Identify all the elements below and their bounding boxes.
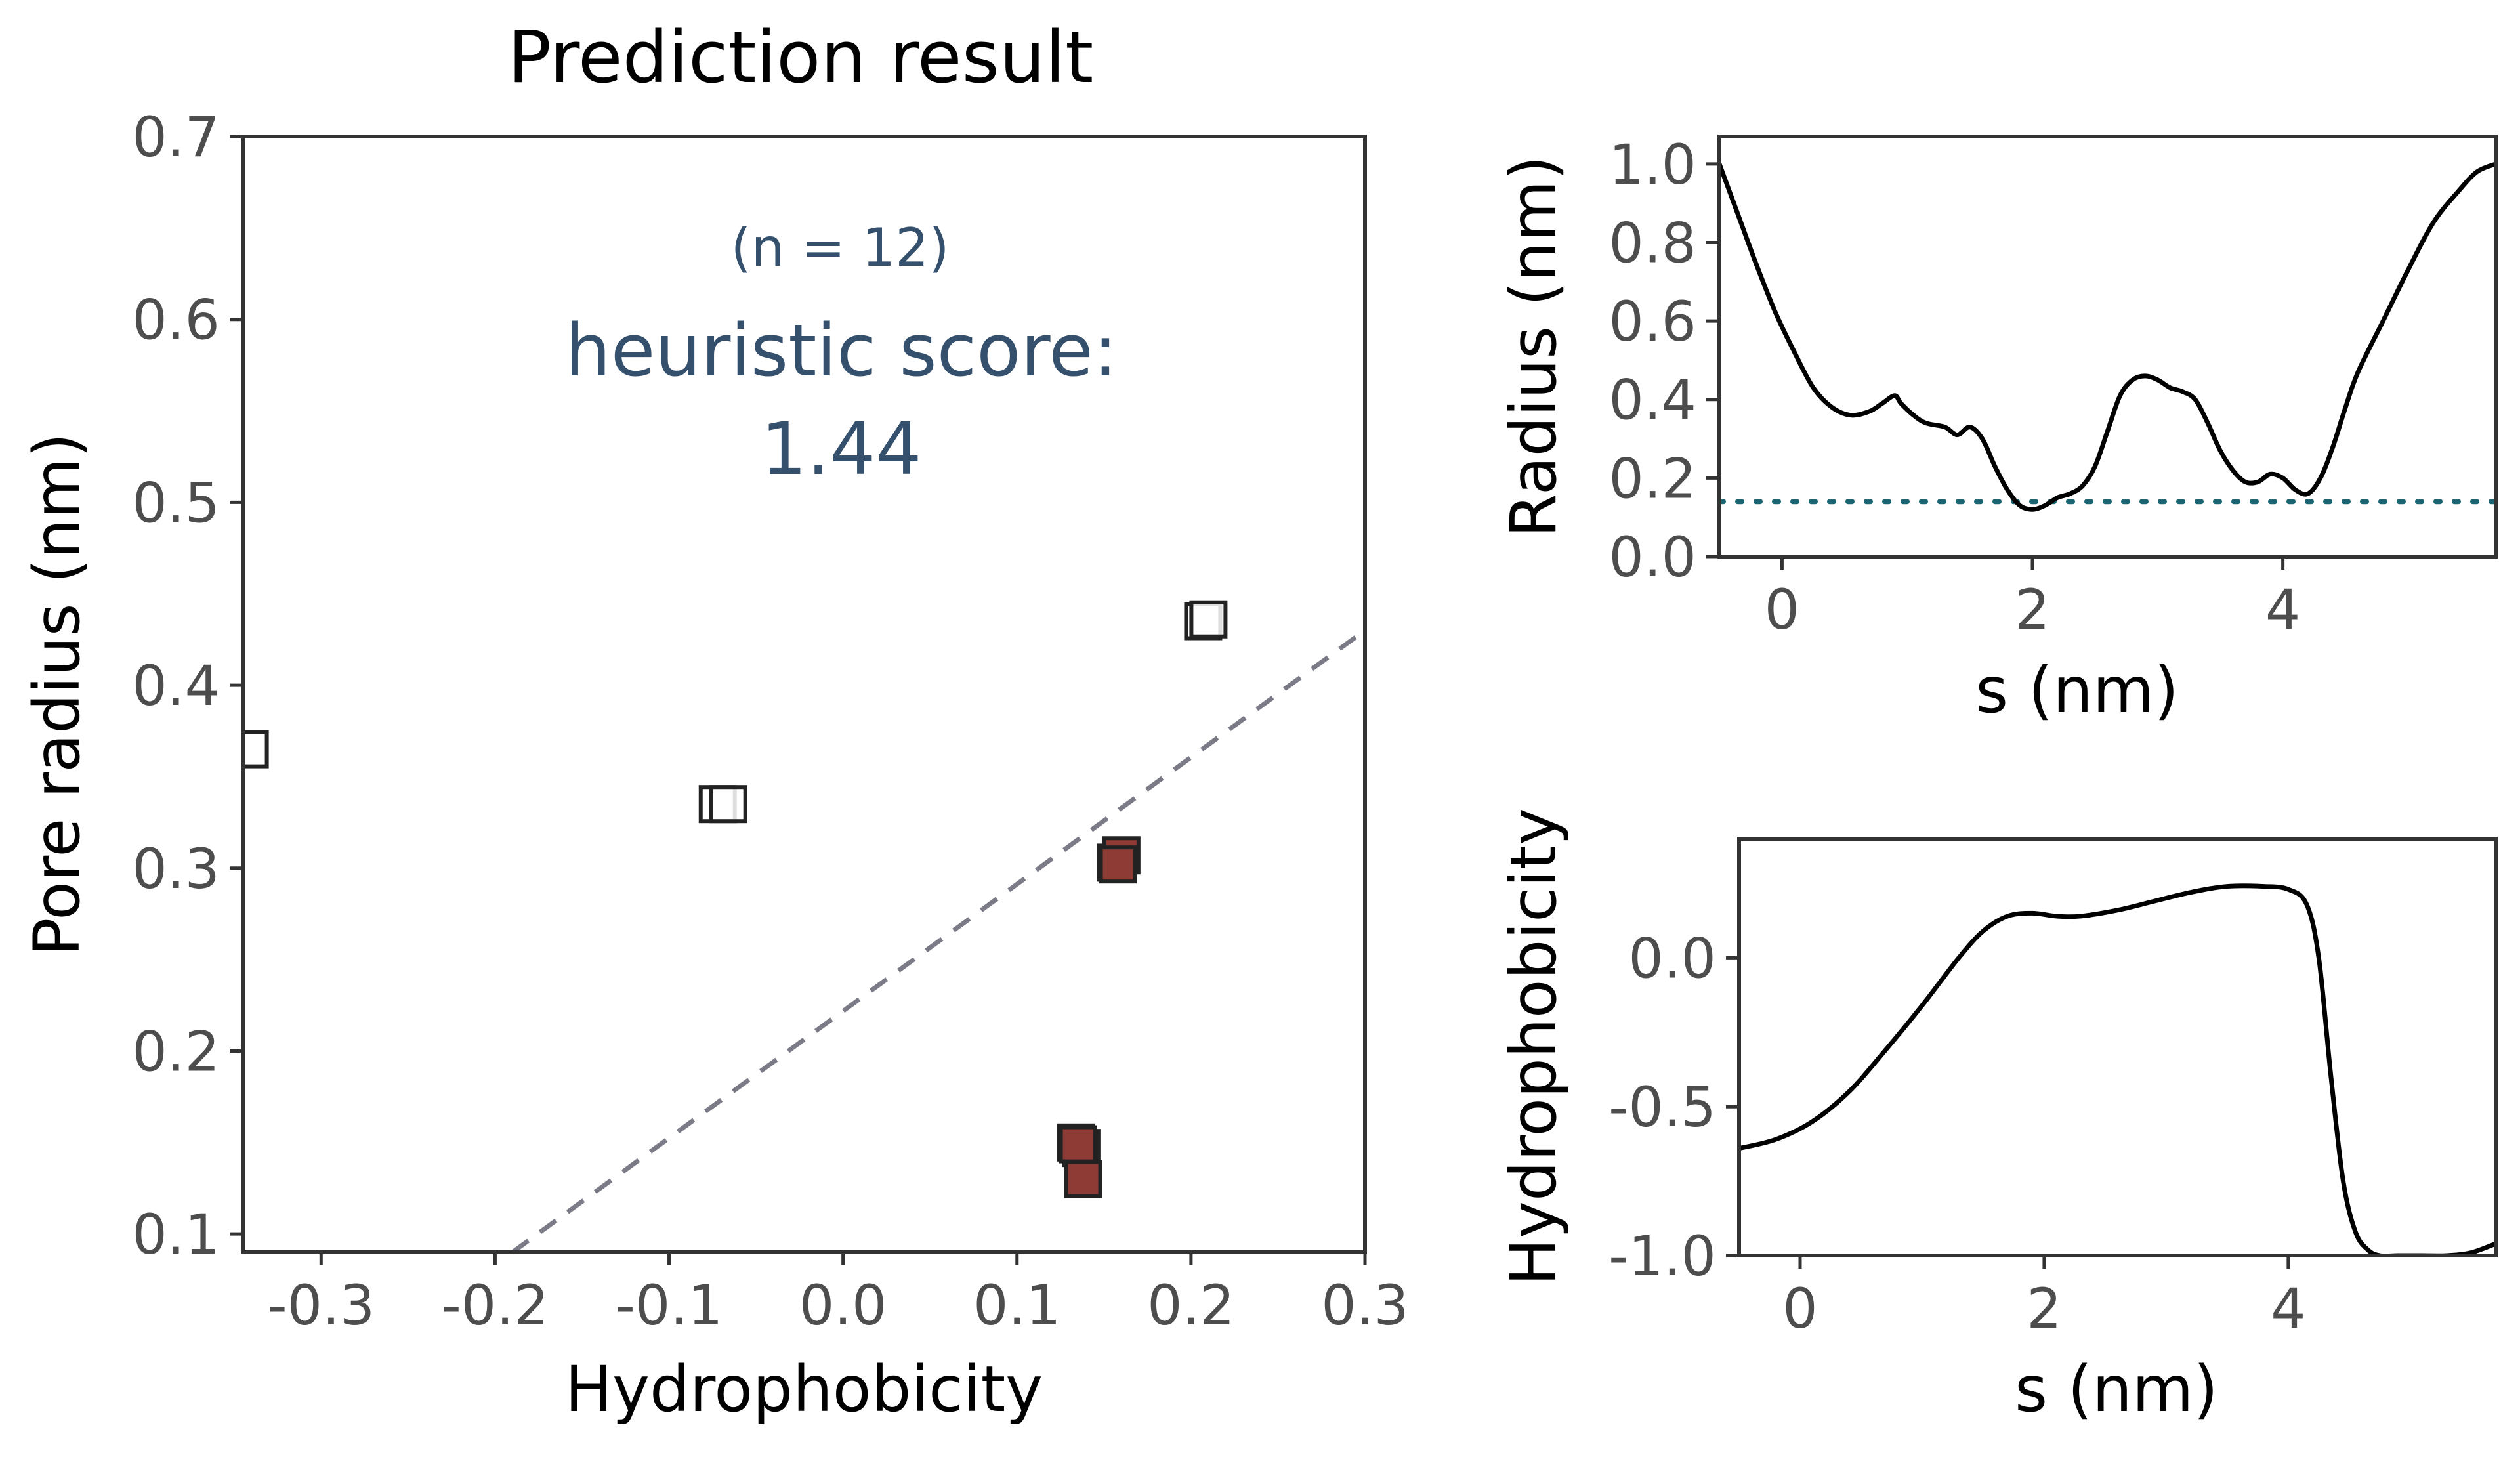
filled-square-point [1059,1125,1097,1164]
hydrophobicity-x-axis-label: s (nm) [2015,1353,2218,1426]
radius-y-tick-label: 0.2 [1608,446,1696,511]
heuristic-score-value: 1.44 [761,407,922,491]
hydrophobicity-x-tick-label: 0 [1782,1277,1817,1341]
scatter-y-tick-label: 0.3 [132,837,220,901]
sample-count-label: (n = 12) [731,217,950,278]
radius-x-tick-label: 2 [2015,578,2049,642]
hydrophobicity-x-tick-label: 4 [2271,1277,2305,1341]
radius-x-tick-label: 4 [2265,578,2300,642]
radius-x-axis-label: s (nm) [1975,654,2179,727]
hydrophobicity-y-axis-label: Hydrophobicity [1497,808,1570,1286]
hydrophobicity-frame [1737,837,2498,1257]
scatter-x-tick-label: 0.3 [1321,1273,1409,1338]
scatter-y-tick-label: 0.6 [132,288,220,352]
hydrophobicity-y-tick-label: 0.0 [1628,926,1716,990]
scatter-y-tick-label: 0.7 [132,105,220,169]
scatter-x-tick-label: -0.3 [267,1273,375,1338]
hydrophobicity-x-tick-label: 2 [2026,1277,2061,1341]
x-axis-label: Hydrophobicity [565,1353,1043,1426]
chart-title: Prediction result [508,15,1094,99]
heuristic-score-label: heuristic score: [565,308,1118,392]
scatter-x-tick-label: 0.0 [799,1273,887,1338]
radius-y-tick-label: 1.0 [1608,133,1696,197]
scatter-x-tick-label: -0.1 [616,1273,723,1338]
open-square-point [243,730,269,769]
scatter-x-tick-label: 0.2 [1147,1273,1235,1338]
scatter-y-tick-label: 0.4 [132,654,220,718]
scatter-y-tick-label: 0.5 [132,471,220,535]
open-square-point [1189,600,1228,639]
hydrophobicity-y-tick-label: -0.5 [1608,1075,1716,1139]
filled-square-point [1064,1160,1102,1198]
scatter-frame [241,135,1367,1254]
filled-square-point [1099,845,1137,884]
radius-y-tick-label: 0.0 [1608,525,1696,589]
scatter-x-tick-label: -0.2 [441,1273,549,1338]
open-square-point [709,785,747,824]
scatter-y-tick-label: 0.1 [132,1202,220,1267]
radius-y-tick-label: 0.8 [1608,211,1696,275]
y-axis-label: Pore radius (nm) [20,433,94,956]
decision-boundary-line [511,628,1365,1252]
hydrophobicity-panel: 0 2 4 -1.0 -0.5 0.0 Hydrophobicity s (nm) [1497,808,2498,1426]
radius-x-tick-label: 0 [1765,578,1799,642]
radius-profile-line [1719,161,2496,512]
hydrophobicity-y-tick-label: -1.0 [1608,1224,1716,1288]
scatter-panel: Prediction result -0.3 -0.2 -0.1 0.0 0.1 0.2 0… [20,15,1409,1426]
hydrophobicity-profile-line [1739,883,2496,1256]
radius-y-tick-label: 0.6 [1608,289,1696,354]
radius-panel: 0 2 4 0.0 0.2 0.4 0.6 0.8 1.0 Radius (nm) s (nm) [1497,133,2498,727]
radius-y-axis-label: Radius (nm) [1497,156,1570,538]
scatter-x-tick-label: 0.1 [973,1273,1061,1338]
scatter-y-tick-label: 0.2 [132,1019,220,1084]
radius-frame [1717,135,2498,559]
radius-y-tick-label: 0.4 [1608,368,1696,433]
